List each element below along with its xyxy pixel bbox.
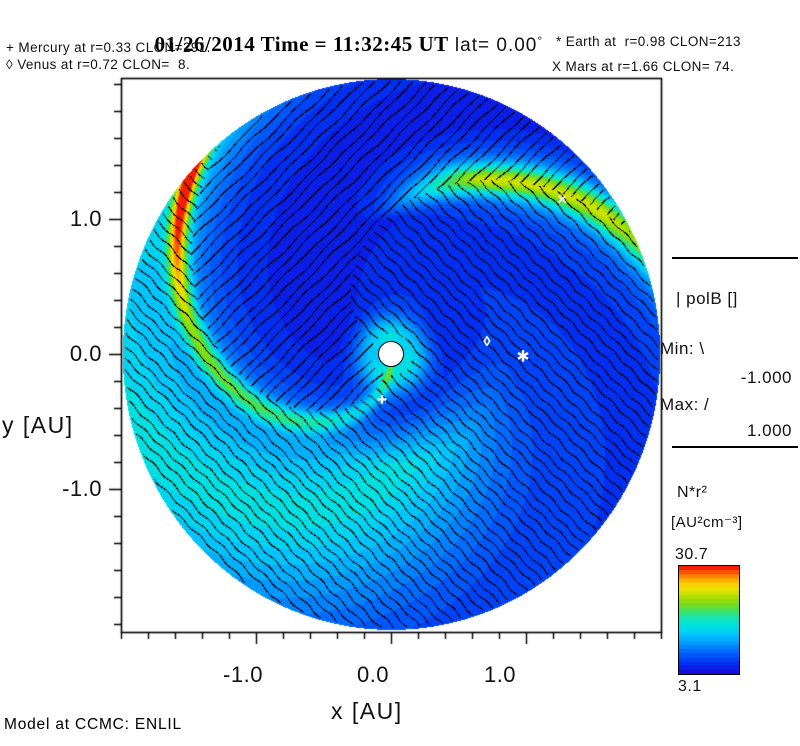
legend-mars: X Mars at r=1.66 CLON= 74. xyxy=(552,59,735,74)
polb-max-value: 1.000 xyxy=(746,421,792,440)
panel-divider-bottom xyxy=(672,446,798,448)
panel-divider-top xyxy=(672,257,798,259)
polb-min-value: -1.000 xyxy=(740,368,792,387)
x-tick-label-0: 0.0 xyxy=(356,662,390,687)
y-tick-label-0: 0.0 xyxy=(69,341,102,366)
colorbar-gradient xyxy=(678,565,740,675)
title-lat: lat= 0.00 xyxy=(448,35,538,56)
x-axis-label: x [AU] xyxy=(331,698,403,724)
polb-max-label: Max: / xyxy=(660,395,710,414)
mars-marker: ✕ xyxy=(556,191,568,207)
sun-marker xyxy=(378,341,404,367)
earth-marker: ∗ xyxy=(515,345,531,366)
y-axis-label: y [AU] xyxy=(2,412,74,438)
title-datetime: 01/26/2014 Time = 11:32:45 UT xyxy=(154,32,449,56)
polb-label: | polB [] xyxy=(676,289,738,308)
x-tick-label-m1: -1.0 xyxy=(223,662,263,687)
colorbar-max-label: 30.7 xyxy=(675,546,709,563)
legend-mercury: + Mercury at r=0.33 CLON=291. xyxy=(6,40,211,55)
y-tick-label-m1: -1.0 xyxy=(62,476,102,501)
colorbar-quantity: N*r² xyxy=(677,484,708,501)
model-footer: Model at CCMC: ENLIL xyxy=(4,716,182,733)
legend-venus: ◊ Venus at r=0.72 CLON= 8. xyxy=(6,57,191,72)
colorbar-units: [AU²cm⁻³] xyxy=(671,514,743,531)
polb-min-label: Min: \ xyxy=(660,339,705,358)
degree-symbol: ° xyxy=(537,33,544,48)
mercury-marker: + xyxy=(376,390,387,410)
y-tick-label-1: 1.0 xyxy=(69,206,102,231)
x-tick-label-1: 1.0 xyxy=(483,662,517,687)
colorbar-min-label: 3.1 xyxy=(678,678,702,695)
venus-marker: ◊ xyxy=(483,333,491,350)
legend-earth: * Earth at r=0.98 CLON=213 xyxy=(556,34,741,49)
page-title: 01/26/2014 Time = 11:32:45 UT lat= 0.00° xyxy=(60,14,620,75)
